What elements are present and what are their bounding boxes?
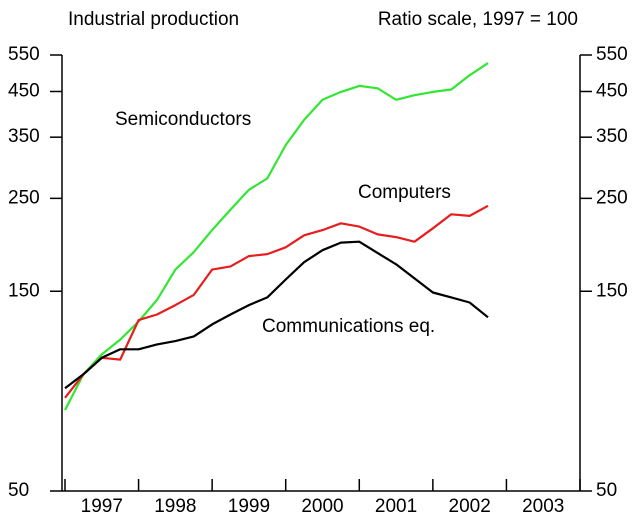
y-tick-label: 350 (8, 126, 40, 147)
chart-title: Industrial production (68, 9, 239, 30)
y2-tick-label: 150 (596, 280, 628, 301)
y2-tick-label: 50 (596, 480, 617, 501)
series-label: Communications eq. (262, 316, 435, 337)
series-line (64, 240, 489, 390)
chart-subtitle: Ratio scale, 1997 = 100 (378, 9, 578, 30)
y2-tick-label: 450 (596, 81, 628, 102)
x-tick-label: 1998 (154, 496, 196, 517)
x-tick-label: 2001 (375, 496, 417, 517)
y-tick-label: 250 (8, 187, 40, 208)
y-tick-label: 550 (8, 44, 40, 65)
series-label: Computers (358, 182, 451, 203)
series-line (64, 204, 489, 399)
x-tick-label: 2000 (301, 496, 343, 517)
x-tick-label: 1999 (228, 496, 270, 517)
y2-tick-label: 550 (596, 44, 628, 65)
y-tick-label: 150 (8, 280, 40, 301)
y2-tick-label: 250 (596, 187, 628, 208)
x-tick-label: 2002 (449, 496, 491, 517)
series-label: Semiconductors (115, 109, 251, 130)
y2-tick-label: 350 (596, 126, 628, 147)
x-tick-label: 2003 (522, 496, 564, 517)
y-tick-label: 50 (8, 480, 29, 501)
y-tick-label: 450 (8, 81, 40, 102)
x-tick-label: 1997 (81, 496, 123, 517)
